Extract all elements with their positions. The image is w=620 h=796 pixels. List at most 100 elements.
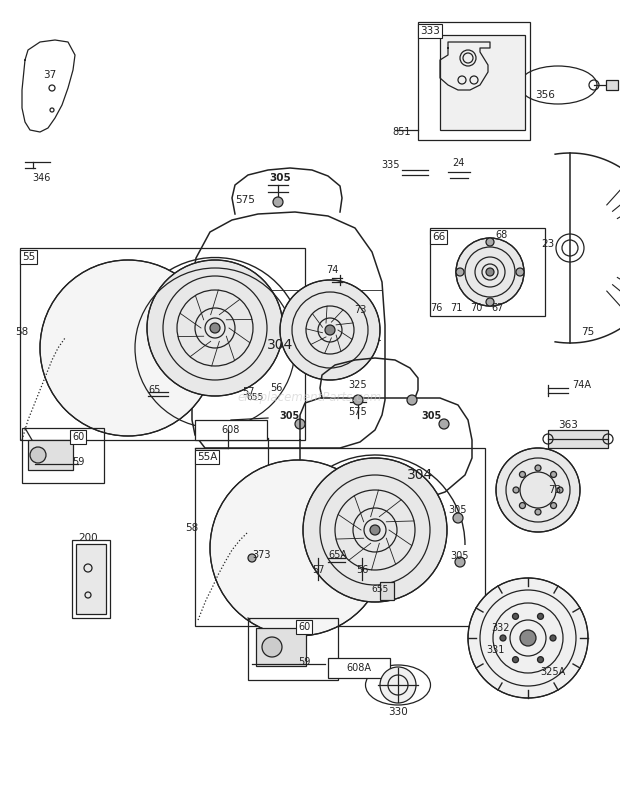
Text: 55: 55 xyxy=(22,252,35,262)
Circle shape xyxy=(550,635,556,641)
Text: 57: 57 xyxy=(242,387,254,397)
Text: 325A: 325A xyxy=(540,667,565,677)
Bar xyxy=(76,544,106,614)
Circle shape xyxy=(210,323,220,333)
Text: 55A: 55A xyxy=(197,452,218,462)
Bar xyxy=(430,228,545,316)
Text: 356: 356 xyxy=(535,90,555,100)
Text: 74A: 74A xyxy=(572,380,591,390)
Circle shape xyxy=(273,197,283,207)
Circle shape xyxy=(486,298,494,306)
Text: 66: 66 xyxy=(432,232,445,242)
Text: 200: 200 xyxy=(78,533,98,543)
Text: 24: 24 xyxy=(452,158,464,168)
Bar xyxy=(72,540,110,618)
Text: 75: 75 xyxy=(582,327,595,337)
Text: 58: 58 xyxy=(185,523,198,533)
Text: 305: 305 xyxy=(449,505,467,515)
Text: 325: 325 xyxy=(348,380,367,390)
Circle shape xyxy=(456,268,464,276)
Text: 851: 851 xyxy=(392,127,410,137)
Text: 67: 67 xyxy=(492,303,504,313)
Circle shape xyxy=(520,502,525,509)
Circle shape xyxy=(295,419,305,429)
Text: 56: 56 xyxy=(356,565,368,575)
Circle shape xyxy=(496,448,580,532)
Text: 333: 333 xyxy=(420,26,440,36)
Text: 305: 305 xyxy=(280,411,300,421)
Circle shape xyxy=(486,268,494,276)
Circle shape xyxy=(538,657,544,662)
Bar xyxy=(440,35,525,130)
Circle shape xyxy=(468,578,588,698)
Circle shape xyxy=(557,487,563,493)
Circle shape xyxy=(456,238,524,306)
Bar xyxy=(380,582,394,600)
Circle shape xyxy=(551,471,557,478)
Text: 60: 60 xyxy=(298,622,310,632)
Text: 655: 655 xyxy=(246,393,264,403)
Text: 331: 331 xyxy=(487,645,505,655)
Bar xyxy=(328,658,390,678)
Text: 70: 70 xyxy=(470,303,482,313)
Text: 59: 59 xyxy=(72,457,84,467)
Circle shape xyxy=(516,268,524,276)
Circle shape xyxy=(551,502,557,509)
Text: 373: 373 xyxy=(252,550,270,560)
Bar xyxy=(195,448,485,626)
Text: 65A: 65A xyxy=(328,550,347,560)
Circle shape xyxy=(538,614,544,619)
Circle shape xyxy=(280,280,380,380)
Text: 305: 305 xyxy=(451,551,469,561)
Text: 304: 304 xyxy=(267,338,293,352)
Circle shape xyxy=(453,513,463,523)
Circle shape xyxy=(303,458,447,602)
Text: 608A: 608A xyxy=(347,663,371,673)
Text: 332: 332 xyxy=(492,623,510,633)
Circle shape xyxy=(30,447,46,463)
Circle shape xyxy=(535,509,541,515)
Text: 59: 59 xyxy=(298,657,311,667)
Text: 60: 60 xyxy=(72,432,84,442)
Circle shape xyxy=(520,630,536,646)
Text: 73: 73 xyxy=(548,485,562,495)
Circle shape xyxy=(370,525,380,535)
Bar xyxy=(195,420,267,440)
Text: 363: 363 xyxy=(558,420,578,430)
Text: 74: 74 xyxy=(326,265,338,275)
Circle shape xyxy=(520,471,525,478)
Text: 335: 335 xyxy=(381,160,400,170)
Text: 305: 305 xyxy=(269,173,291,183)
Text: 575: 575 xyxy=(235,195,255,205)
Circle shape xyxy=(40,260,216,436)
Circle shape xyxy=(535,465,541,471)
Circle shape xyxy=(407,395,417,405)
Text: 37: 37 xyxy=(43,70,56,80)
Bar xyxy=(548,430,608,448)
Text: 56: 56 xyxy=(270,383,282,393)
Text: 65: 65 xyxy=(148,385,161,395)
Text: 575: 575 xyxy=(348,407,368,417)
Circle shape xyxy=(513,487,519,493)
Text: 330: 330 xyxy=(388,707,408,717)
Text: 57: 57 xyxy=(312,565,324,575)
Circle shape xyxy=(513,614,518,619)
Bar xyxy=(418,22,530,140)
Bar xyxy=(22,428,104,483)
Text: 76: 76 xyxy=(430,303,442,313)
Circle shape xyxy=(455,557,465,567)
Bar xyxy=(256,628,306,666)
Text: 304: 304 xyxy=(407,468,433,482)
Text: 58: 58 xyxy=(16,327,29,337)
Bar xyxy=(20,248,305,440)
Circle shape xyxy=(353,395,363,405)
Text: 73: 73 xyxy=(354,305,366,315)
Text: 608: 608 xyxy=(222,425,240,435)
Circle shape xyxy=(439,419,449,429)
Circle shape xyxy=(248,554,256,562)
Circle shape xyxy=(325,325,335,335)
Text: 655: 655 xyxy=(371,586,389,595)
Bar xyxy=(606,80,618,90)
Text: 71: 71 xyxy=(450,303,462,313)
Circle shape xyxy=(513,657,518,662)
